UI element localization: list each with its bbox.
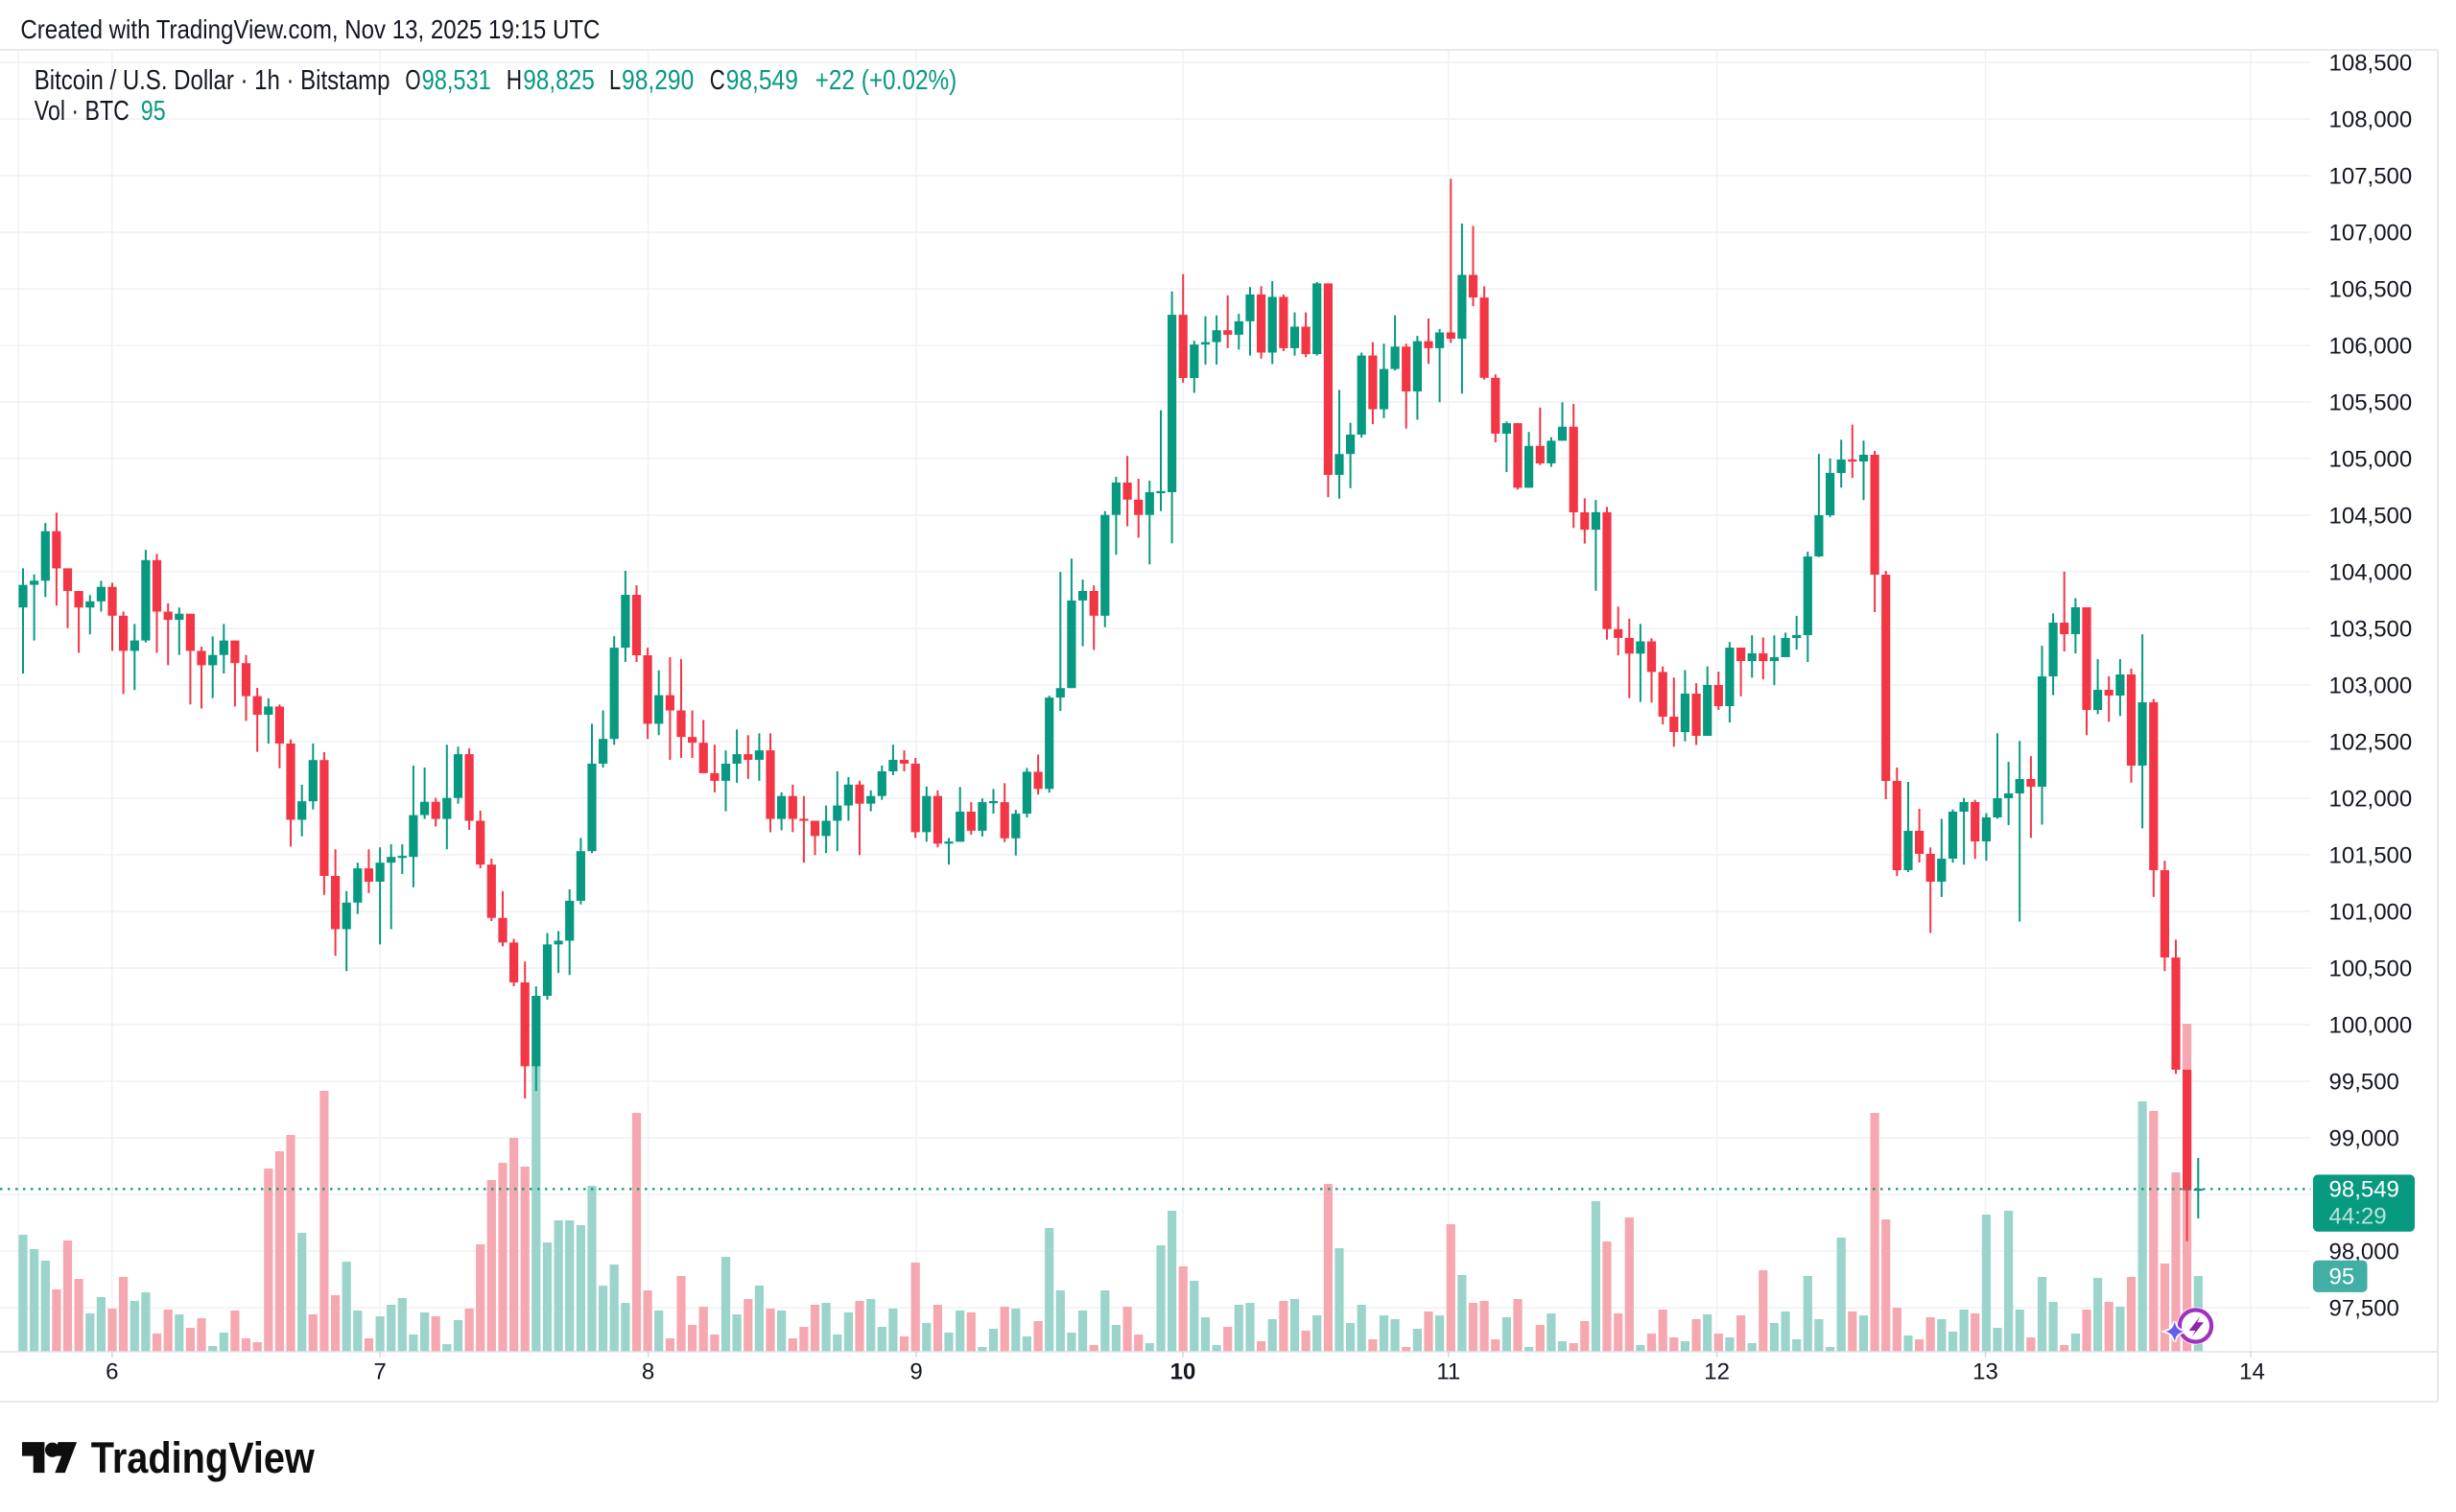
svg-text:7: 7 [373,1359,386,1385]
svg-text:14: 14 [2239,1359,2265,1385]
svg-text:9: 9 [909,1359,922,1385]
svg-text:102,000: 102,000 [2329,787,2413,813]
svg-text:O: O [405,65,420,96]
svg-text:101,500: 101,500 [2329,843,2413,869]
svg-text:104,500: 104,500 [2329,504,2413,530]
svg-text:99,000: 99,000 [2329,1126,2399,1152]
svg-text:C: C [710,65,725,96]
svg-text:108,500: 108,500 [2329,51,2413,77]
svg-text:108,000: 108,000 [2329,107,2413,133]
svg-text:+22 (+0.02%): +22 (+0.02%) [815,65,957,96]
svg-text:98,549: 98,549 [2329,1177,2399,1203]
svg-text:L: L [609,65,621,96]
svg-text:97,500: 97,500 [2329,1296,2399,1322]
svg-text:H: H [507,65,522,96]
svg-text:TradingView: TradingView [91,1433,316,1482]
svg-text:8: 8 [642,1359,654,1385]
svg-text:103,000: 103,000 [2329,673,2413,699]
svg-text:13: 13 [1972,1359,1998,1385]
svg-text:104,000: 104,000 [2329,560,2413,586]
svg-text:100,000: 100,000 [2329,1013,2413,1039]
svg-text:Created with TradingView.com,: Created with TradingView.com, Nov 13, 20… [20,14,600,44]
svg-text:99,500: 99,500 [2329,1070,2399,1096]
svg-text:100,500: 100,500 [2329,957,2413,982]
svg-text:107,000: 107,000 [2329,221,2413,247]
svg-text:95: 95 [141,96,166,127]
svg-text:10: 10 [1170,1359,1196,1385]
svg-text:Bitcoin / U.S. Dollar · 1h · B: Bitcoin / U.S. Dollar · 1h · Bitstamp [35,65,390,96]
svg-text:101,000: 101,000 [2329,900,2413,926]
svg-text:106,500: 106,500 [2329,277,2413,303]
svg-text:107,500: 107,500 [2329,164,2413,190]
svg-text:105,000: 105,000 [2329,447,2413,473]
svg-text:105,500: 105,500 [2329,390,2413,416]
svg-text:Vol · BTC: Vol · BTC [35,96,130,127]
svg-text:103,500: 103,500 [2329,617,2413,643]
svg-text:102,500: 102,500 [2329,730,2413,756]
svg-text:95: 95 [2329,1264,2355,1290]
svg-text:11: 11 [1436,1359,1460,1385]
svg-text:44:29: 44:29 [2329,1204,2387,1230]
svg-text:98,290: 98,290 [622,65,694,96]
svg-text:98,549: 98,549 [726,65,798,96]
svg-text:98,531: 98,531 [422,65,491,96]
svg-text:6: 6 [106,1359,118,1385]
svg-text:98,825: 98,825 [523,65,595,96]
svg-text:12: 12 [1704,1359,1730,1385]
svg-text:106,000: 106,000 [2329,334,2413,360]
